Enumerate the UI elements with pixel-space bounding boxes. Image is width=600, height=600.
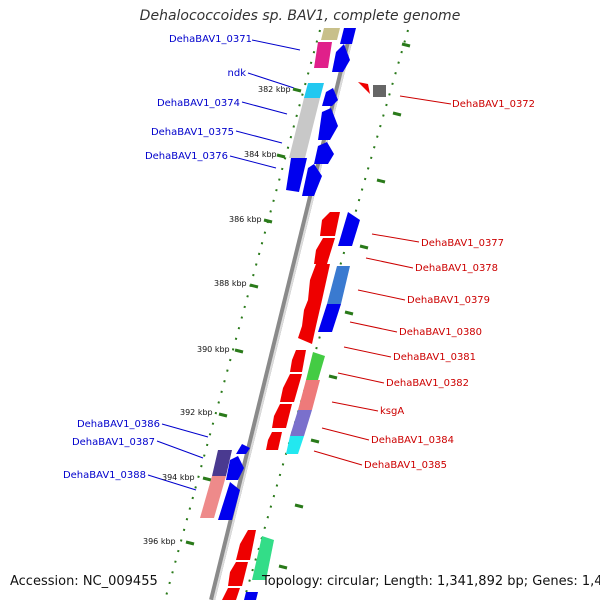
cds-feature-forward-arrow xyxy=(302,164,322,196)
kbp-label: 384 kbp xyxy=(244,150,277,159)
gene-ndk xyxy=(304,83,324,98)
topology-text: Topology: circular; Length: 1,341,892 bp… xyxy=(262,574,600,589)
gene-DehaBAV1_0376 xyxy=(286,158,307,192)
gene-DehaBAV1_0377 xyxy=(320,212,340,236)
cds-feature-lightgray xyxy=(289,98,320,158)
gene-label-right: ksgA xyxy=(380,406,404,417)
gene-label-right: DehaBAV1_0377 xyxy=(421,238,504,249)
cds-feature-green xyxy=(252,536,274,580)
cds-feature-forward-arrow xyxy=(226,456,244,480)
gene-DehaBAV1_0387 xyxy=(212,450,232,476)
gene-label-left: DehaBAV1_0387 xyxy=(72,437,155,448)
gene-DehaBAV1_0385 xyxy=(286,436,304,454)
kbp-label: 386 kbp xyxy=(229,215,262,224)
inner-dotted-track xyxy=(164,29,321,600)
gene-DehaBAV1_0384 xyxy=(290,410,312,436)
gene-label-left: DehaBAV1_0374 xyxy=(157,98,240,109)
kbp-label: 390 kbp xyxy=(197,345,230,354)
cds-feature-forward-arrow xyxy=(318,108,338,140)
cds-feature-red-small xyxy=(358,82,370,94)
cds-feature-reverse xyxy=(314,238,335,264)
gene-label-right: DehaBAV1_0380 xyxy=(399,327,482,338)
cds-feature-forward-arrow xyxy=(322,88,338,106)
gene-DehaBAV1_0379 xyxy=(327,266,350,304)
gene-label-right: DehaBAV1_0381 xyxy=(393,352,476,363)
kbp-label: 382 kbp xyxy=(258,85,291,94)
cds-feature-reverse xyxy=(236,530,256,560)
gene-label-right: DehaBAV1_0384 xyxy=(371,435,454,446)
cds-feature-reverse xyxy=(228,562,248,586)
gene-label-left: DehaBAV1_0376 xyxy=(145,151,228,162)
gene-DehaBAV1_0380 xyxy=(298,326,316,344)
gene-label-right: DehaBAV1_0379 xyxy=(407,295,490,306)
gene-label-right: DehaBAV1_0378 xyxy=(415,263,498,274)
gene-DehaBAV1_0386 xyxy=(236,444,250,454)
map-title: Dehalococcoides sp. BAV1, complete genom… xyxy=(139,8,461,24)
gene-label-right: DehaBAV1_0385 xyxy=(364,460,447,471)
gene-label-left: DehaBAV1_0375 xyxy=(151,127,234,138)
kbp-label: 396 kbp xyxy=(143,537,176,546)
gene-DehaBAV1_0381 xyxy=(290,350,306,372)
right-leader-lines xyxy=(313,95,452,466)
kbp-label: 392 kbp xyxy=(180,408,213,417)
gene-label-left: ndk xyxy=(228,68,247,79)
gene-label-left: DehaBAV1_0371 xyxy=(169,34,252,45)
gene-label-left: DehaBAV1_0388 xyxy=(63,470,146,481)
cds-feature-gray xyxy=(373,85,386,97)
gene-DehaBAV1_0382 xyxy=(306,352,325,380)
gene-label-right: DehaBAV1_0372 xyxy=(452,99,535,110)
cds-feature-reverse xyxy=(222,588,240,600)
cds-feature-forward-arrow xyxy=(314,142,334,164)
cds-feature-reverse xyxy=(302,300,322,326)
kbp-label: 394 kbp xyxy=(162,473,195,482)
cds-feature-forward xyxy=(340,28,356,44)
kbp-tick-marks xyxy=(185,42,411,570)
cds-feature-magenta xyxy=(314,42,332,68)
cds-feature-forward-arrow xyxy=(332,44,350,72)
cds-feature-reverse xyxy=(266,432,282,450)
cds-feature-olive xyxy=(321,28,340,40)
cds-feature-forward xyxy=(318,304,341,332)
gene-ksgA xyxy=(298,380,320,410)
left-leader-lines xyxy=(147,39,301,491)
cds-feature-forward xyxy=(338,212,360,246)
cds-feature-forward-arrow xyxy=(218,482,240,520)
cds-feature-reverse xyxy=(280,374,302,402)
cds-feature-forward xyxy=(244,592,258,600)
gene-label-right: DehaBAV1_0382 xyxy=(386,378,469,389)
cds-feature-reverse xyxy=(272,404,292,428)
gene-label-left: DehaBAV1_0386 xyxy=(77,419,160,430)
gene-DehaBAV1_0388 xyxy=(200,476,226,518)
accession-text: Accession: NC_009455 xyxy=(10,574,158,589)
cds-feature-reverse xyxy=(308,264,330,300)
kbp-label: 388 kbp xyxy=(214,279,247,288)
